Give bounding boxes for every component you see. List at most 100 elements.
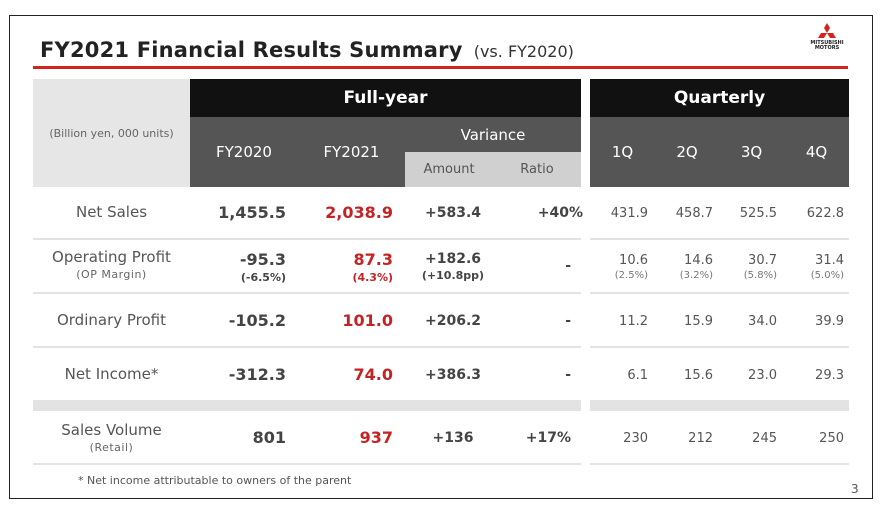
value-text: 30.7 (748, 253, 777, 268)
q2-label: 2Q (676, 143, 698, 161)
fy2020-label: FY2020 (216, 143, 272, 161)
ratio-header: Ratio (493, 152, 581, 187)
value-subtext: (4.3%) (352, 271, 393, 284)
page-number: 3 (851, 482, 859, 496)
ordinary-profit-q3: 34.0 (719, 314, 777, 329)
value-text: - (565, 258, 571, 274)
sales-volume-q3: 245 (719, 431, 777, 446)
value-text: +583.4 (424, 205, 481, 221)
slide-title: FY2021 Financial Results Summary (40, 38, 463, 62)
sales-volume-divider-band (590, 400, 849, 411)
footnote: * Net income attributable to owners of t… (78, 474, 352, 487)
value-subtext: (2.5%) (614, 270, 648, 281)
value-text: +136 (432, 430, 474, 446)
operating-profit-q4: 31.4 (5.0%) (784, 253, 844, 281)
value-text: -105.2 (228, 311, 286, 330)
fy2020-header: FY2020 (190, 117, 298, 187)
value-text: 10.6 (619, 253, 648, 268)
operating-profit-ratio: - (495, 258, 571, 274)
value-text: 250 (819, 431, 844, 446)
row-label-text: Sales Volume (61, 421, 162, 439)
value-text: 937 (359, 428, 393, 447)
operating-profit-fy2020: -95.3 (-6.5%) (190, 250, 286, 284)
value-text: 101.0 (342, 311, 393, 330)
fy2021-header: FY2021 (298, 117, 405, 187)
value-text: 1,455.5 (218, 203, 286, 222)
row-separator (33, 346, 581, 348)
variance-label: Variance (460, 125, 526, 144)
ratio-label: Ratio (520, 162, 554, 177)
net-sales-q4: 622.8 (784, 206, 844, 221)
value-text: 525.5 (739, 206, 777, 221)
ordinary-profit-label: Ordinary Profit (33, 311, 190, 329)
sales-volume-divider-band (33, 400, 581, 411)
ordinary-profit-ratio: - (495, 313, 571, 329)
value-text: 14.6 (684, 253, 713, 268)
value-subtext: (5.8%) (743, 270, 777, 281)
row-label-subtext: (Retail) (89, 441, 134, 454)
quarterly-label: Quarterly (673, 88, 766, 108)
net-sales-ratio: +40% (495, 205, 583, 221)
net-sales-q2: 458.7 (655, 206, 713, 221)
value-text: 230 (623, 431, 648, 446)
ordinary-profit-fy2021: 101.0 (298, 311, 393, 330)
value-text: 29.3 (815, 368, 844, 383)
row-label-subtext: (OP Margin) (76, 268, 147, 281)
value-subtext: (-6.5%) (240, 271, 286, 284)
net-income-label: Net Income* (33, 365, 190, 383)
title-underline (33, 66, 848, 69)
operating-profit-label: Operating Profit (OP Margin) (33, 248, 190, 281)
quarterly-header: Quarterly (590, 79, 849, 117)
value-text: 34.0 (748, 314, 777, 329)
full-year-header: Full-year (190, 79, 581, 117)
operating-profit-amount: +182.6 (+10.8pp) (405, 251, 501, 282)
net-income-fy2020: -312.3 (190, 365, 286, 384)
row-label-text: Operating Profit (52, 248, 171, 266)
company-logo: MITSUBISHI MOTORS (808, 23, 846, 59)
q1-header: 1Q (590, 117, 655, 187)
row-label-text: Net Sales (75, 203, 148, 221)
value-subtext: (3.2%) (679, 270, 713, 281)
sales-volume-ratio: +17% (495, 430, 571, 446)
sales-volume-q4: 250 (784, 431, 844, 446)
value-text: 23.0 (748, 368, 777, 383)
net-sales-label: Net Sales (33, 203, 190, 221)
sales-volume-q1: 230 (590, 431, 648, 446)
operating-profit-q2: 14.6 (3.2%) (655, 253, 713, 281)
amount-label: Amount (423, 162, 475, 177)
value-text: 6.1 (627, 368, 648, 383)
value-text: 39.9 (815, 314, 844, 329)
sales-volume-amount: +136 (405, 430, 501, 446)
sales-volume-fy2020: 801 (190, 428, 286, 447)
value-text: +17% (525, 430, 571, 446)
sales-volume-label: Sales Volume (Retail) (33, 421, 190, 454)
q4-label: 4Q (805, 143, 828, 161)
value-text: +182.6 (424, 251, 481, 267)
q2-header: 2Q (655, 117, 719, 187)
row-label-text: Ordinary Profit (56, 311, 167, 329)
net-income-amount: +386.3 (405, 367, 501, 383)
q3-header: 3Q (719, 117, 784, 187)
value-text: +40% (537, 205, 583, 221)
value-text: 15.9 (684, 314, 713, 329)
slide-title-block: FY2021 Financial Results Summary (vs. FY… (40, 38, 574, 62)
row-separator (33, 463, 581, 465)
value-text: - (565, 313, 571, 329)
value-text: -312.3 (228, 365, 286, 384)
amount-header: Amount (405, 152, 493, 187)
three-diamonds-icon (818, 23, 836, 38)
quarter-subheader (590, 117, 849, 187)
value-text: 245 (752, 431, 777, 446)
row-separator (590, 463, 849, 465)
value-text: 87.3 (353, 250, 393, 269)
row-separator (33, 292, 581, 294)
q3-label: 3Q (740, 143, 763, 161)
value-text: +386.3 (424, 367, 481, 383)
ordinary-profit-q2: 15.9 (655, 314, 713, 329)
fy2021-label: FY2021 (323, 143, 380, 161)
variance-header: Variance (405, 117, 581, 152)
value-text: +206.2 (424, 313, 481, 329)
net-sales-fy2020: 1,455.5 (190, 203, 286, 222)
value-text: 431.9 (610, 206, 648, 221)
net-income-q1: 6.1 (590, 368, 648, 383)
